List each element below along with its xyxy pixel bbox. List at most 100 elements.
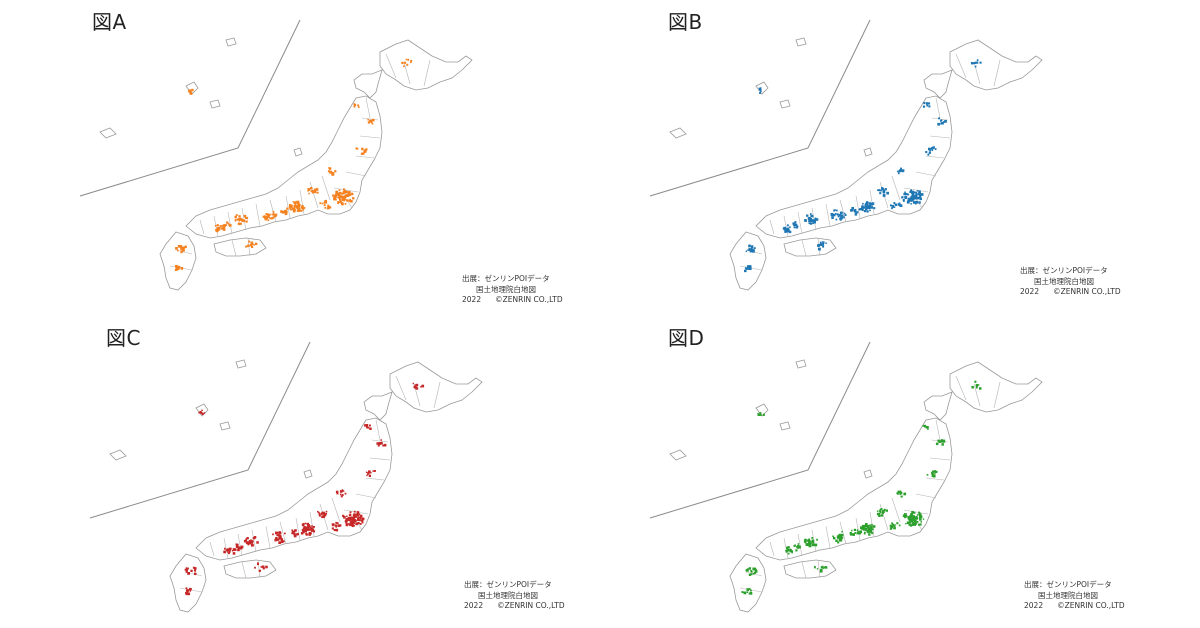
credit-basemap: 国土地理院白地図 [1034, 276, 1094, 286]
poi-dot [919, 515, 923, 518]
poi-dot [414, 384, 417, 386]
poi-dot [289, 207, 292, 210]
poi-dot [289, 208, 292, 211]
poi-dot [338, 191, 342, 195]
poi-dot [910, 517, 912, 519]
poi-dot [251, 245, 254, 248]
poi-dot [318, 514, 321, 517]
poi-dot [918, 201, 921, 204]
poi-dot [334, 193, 338, 197]
poi-dot [311, 190, 314, 192]
region-honshu [185, 95, 383, 239]
poi-dot [922, 105, 926, 108]
poi-dot [856, 529, 859, 532]
region-isleC [219, 421, 231, 431]
poi-dot [304, 522, 307, 525]
poi-dot [283, 210, 286, 213]
poi-dot [913, 522, 916, 525]
prefecture-border [811, 207, 817, 231]
poi-dot [928, 102, 931, 105]
region-hokkaidoTail [923, 391, 953, 421]
poi-dot [248, 542, 251, 545]
poi-dot [177, 244, 181, 248]
poi-dot [741, 591, 744, 593]
credit-source: 出展：ゼンリンPOIデータ [462, 274, 550, 283]
poi-dot [748, 245, 751, 248]
poi-dot [221, 227, 224, 230]
poi-dot [852, 533, 855, 536]
credit-source: 出展：ゼンリンPOIデータ [1024, 580, 1112, 589]
poi-dot [975, 61, 978, 64]
poi-dot [352, 521, 355, 525]
poi-dot [311, 191, 315, 194]
poi-dot [911, 192, 914, 196]
prefecture-border [797, 533, 803, 557]
poi-dot [353, 515, 356, 518]
poi-dot [332, 171, 334, 174]
poi-dot [863, 524, 866, 528]
poi-dot [341, 489, 344, 491]
japan-map-c [89, 341, 483, 613]
poi-dot [809, 222, 813, 225]
poi-dot [309, 527, 313, 531]
poi-dot [351, 525, 354, 528]
prefecture-border [935, 419, 941, 441]
credit-source: 出展：ゼンリンPOIデータ [464, 580, 552, 589]
poi-dot [880, 189, 882, 192]
poi-dot [840, 533, 844, 537]
poi-dot [360, 519, 364, 522]
poi-dot [340, 202, 342, 204]
poi-dot [368, 474, 371, 477]
poi-dot [251, 543, 254, 547]
poi-dot [744, 270, 747, 273]
poi-dot [744, 267, 747, 270]
poi-dot [919, 523, 922, 526]
poi-dot [322, 511, 326, 515]
poi-dot [918, 517, 921, 519]
credit-copyright: ©ZENRIN CO.,LTD [1053, 287, 1121, 296]
poi-dot [843, 216, 845, 219]
poi-dot [898, 202, 901, 205]
region-isleB [109, 449, 127, 461]
poi-dot [879, 192, 882, 195]
poi-dot [259, 569, 261, 572]
poi-dot [312, 530, 316, 533]
poi-dot [748, 265, 752, 268]
poi-dot [225, 548, 229, 552]
poi-dot [787, 228, 790, 232]
poi-dot [918, 523, 920, 526]
credit-copyright: ©ZENRIN CO.,LTD [495, 295, 563, 304]
poi-dot [830, 213, 834, 216]
prefecture-border [925, 477, 945, 481]
region-sado [863, 147, 873, 157]
map-panel-c: 図C 出展：ゼンリンPOIデータ 国土地理院白地図 2022 ©ZENRIN CO… [10, 314, 610, 628]
poi-dot [942, 439, 946, 443]
poi-dot [335, 490, 339, 494]
poi-dot [903, 492, 907, 496]
poi-dot [850, 533, 852, 536]
prefecture-border [369, 457, 391, 461]
poi-dot [190, 569, 193, 572]
poi-dot [175, 247, 178, 250]
prefecture-border [855, 517, 861, 541]
poi-dot [268, 213, 271, 216]
prefecture-border [231, 239, 237, 257]
poi-dot [201, 409, 203, 412]
poi-dot [794, 544, 796, 546]
prefecture-border [929, 457, 951, 461]
poi-dot [292, 207, 295, 211]
poi-dot [897, 170, 899, 173]
poi-dot [345, 190, 348, 194]
prefecture-border [385, 53, 397, 79]
poi-dot [346, 199, 349, 202]
poi-dot [264, 215, 266, 217]
poi-dot [863, 206, 866, 209]
poi-dot [361, 152, 364, 155]
poi-dot [348, 191, 351, 194]
poi-dot [750, 589, 752, 592]
prefecture-border [825, 525, 831, 549]
poi-dot [811, 543, 815, 547]
poi-dot [922, 518, 925, 520]
poi-dot [918, 196, 922, 199]
poi-dot [243, 539, 247, 543]
